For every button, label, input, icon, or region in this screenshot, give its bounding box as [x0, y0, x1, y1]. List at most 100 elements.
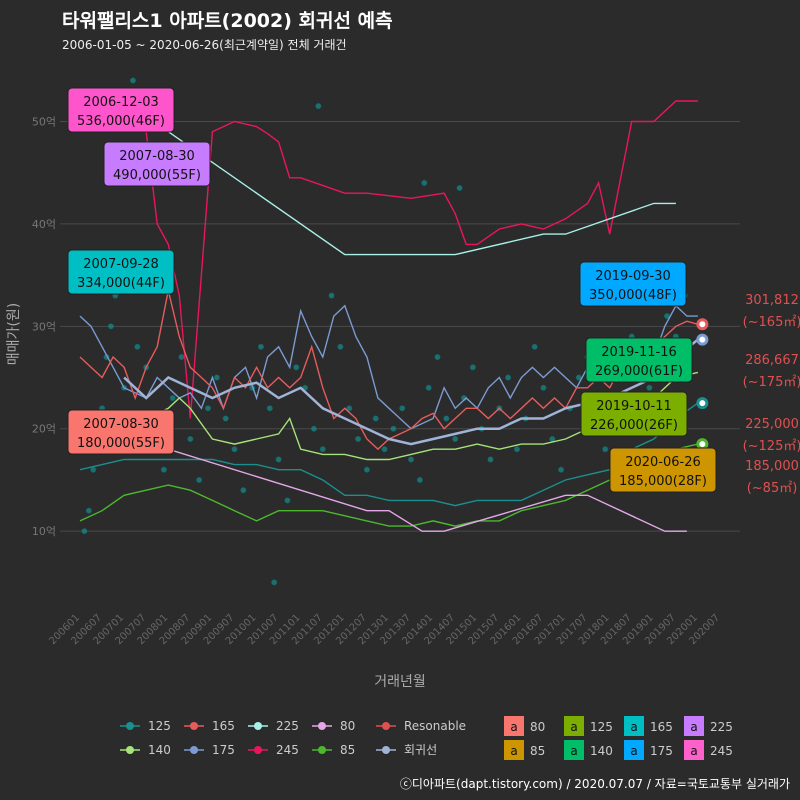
scatter-point — [425, 384, 432, 391]
annotation-date: 2007-09-28 — [83, 257, 159, 272]
scatter-point — [337, 343, 344, 350]
scatter-point — [275, 456, 282, 463]
scatter-point — [602, 446, 609, 453]
legend-fill-swatch — [564, 716, 584, 736]
legend-line-label: 140 — [148, 743, 171, 757]
scatter-point — [85, 507, 92, 514]
scatter-point — [346, 405, 353, 412]
legend-line-label: 245 — [276, 743, 299, 757]
legend-line-label: 175 — [212, 743, 235, 757]
legend-line-label: 80 — [340, 719, 355, 733]
scatter-point — [390, 425, 397, 432]
legend-marker — [126, 746, 134, 754]
scatter-point — [531, 343, 538, 350]
legend-fill-glyph: a — [630, 720, 637, 734]
legend-fill-glyph: a — [510, 720, 517, 734]
scatter-point — [178, 353, 185, 361]
prediction-marker — [696, 333, 709, 346]
legend-fill-label: 140 — [590, 744, 613, 758]
legend-fill-glyph: a — [630, 744, 637, 758]
legend-fill-label: 85 — [530, 744, 545, 758]
scatter-point — [434, 353, 441, 361]
prediction-marker — [696, 438, 709, 451]
scatter-point — [355, 435, 362, 443]
annotation-date: 2019-10-11 — [596, 399, 672, 414]
scatter-point — [129, 77, 137, 84]
annotation-price: 490,000(55F) — [113, 168, 201, 183]
scatter-point — [487, 456, 494, 463]
chart-subtitle: 2006-01-05 ~ 2020-06-26(최근계약일) 전체 거래건 — [62, 38, 347, 52]
legend-fill-glyph: a — [570, 744, 577, 758]
y-tick-label: 30억 — [32, 320, 56, 333]
legend-marker — [382, 722, 390, 730]
scatter-point — [240, 487, 247, 494]
scatter-point — [469, 364, 476, 371]
annotation-date: 2006-12-03 — [83, 95, 159, 110]
legend-marker — [382, 746, 390, 754]
legend-line-label: 85 — [340, 743, 355, 757]
legend-line-label: 회귀선 — [404, 743, 437, 757]
scatter-point — [271, 579, 278, 586]
annotation-date: 2007-08-30 — [119, 149, 195, 164]
series-line-125 — [79, 402, 699, 507]
scatter-point — [222, 415, 229, 422]
annotation-date: 2019-11-16 — [601, 345, 677, 360]
annotation-box — [67, 87, 175, 133]
scatter-point — [540, 384, 547, 391]
legend-marker — [190, 746, 198, 754]
scatter-point — [421, 179, 428, 186]
annotation-price: 226,000(26F) — [590, 418, 678, 433]
prediction-value: 301,812 — [745, 293, 799, 308]
legend-marker — [318, 746, 326, 754]
scatter-point — [284, 497, 291, 504]
prediction-value: 225,000 — [745, 417, 799, 432]
scatter-point — [513, 446, 521, 453]
scatter-point — [196, 476, 203, 484]
prediction-area: (~175㎡) — [743, 375, 800, 390]
prediction-marker — [696, 318, 709, 331]
annotation-price: 334,000(44F) — [77, 276, 165, 291]
scatter-point — [187, 435, 194, 443]
legend-fill-swatch — [504, 740, 524, 760]
legend-fill-label: 165 — [650, 720, 673, 734]
y-tick-label: 50억 — [32, 115, 56, 128]
legend-fill-label: 225 — [710, 720, 733, 734]
legend-line-label: 125 — [148, 719, 171, 733]
scatter-point — [416, 476, 423, 484]
scatter-point — [310, 425, 317, 432]
scatter-point — [456, 184, 463, 192]
legend-fill-swatch — [624, 740, 644, 760]
scatter-point — [558, 466, 565, 473]
series-line-225 — [157, 130, 676, 256]
legend-fill-swatch — [624, 716, 644, 736]
legend-fill-swatch — [684, 740, 704, 760]
scatter-point — [231, 446, 238, 453]
scatter-point — [293, 364, 300, 371]
y-axis-title: 매매가(원) — [6, 303, 22, 365]
legend-fill-label: 80 — [530, 720, 545, 734]
legend-fill-glyph: a — [510, 744, 517, 758]
legend-marker — [254, 746, 262, 754]
series-line-80 — [146, 448, 687, 532]
annotation-date: 2020-06-26 — [625, 455, 701, 470]
annotation-box — [585, 337, 693, 383]
scatter-point — [204, 405, 212, 412]
legend-line-label: 165 — [212, 719, 235, 733]
legend-marker — [318, 722, 326, 730]
annotation-box — [579, 261, 687, 307]
y-tick-label: 10억 — [32, 525, 56, 538]
legend-fill-swatch — [504, 716, 524, 736]
scatter-point — [328, 292, 335, 299]
scatter-point — [505, 374, 512, 381]
y-tick-label: 40억 — [32, 218, 56, 231]
legend-fill-swatch — [564, 740, 584, 760]
scatter-point — [381, 446, 388, 453]
annotation-date: 2019-09-30 — [595, 269, 671, 284]
scatter-point — [407, 456, 415, 463]
scatter-point — [160, 466, 167, 473]
prediction-value: 286,667 — [745, 353, 799, 368]
scatter-point — [257, 343, 265, 350]
scatter-point — [646, 384, 653, 391]
